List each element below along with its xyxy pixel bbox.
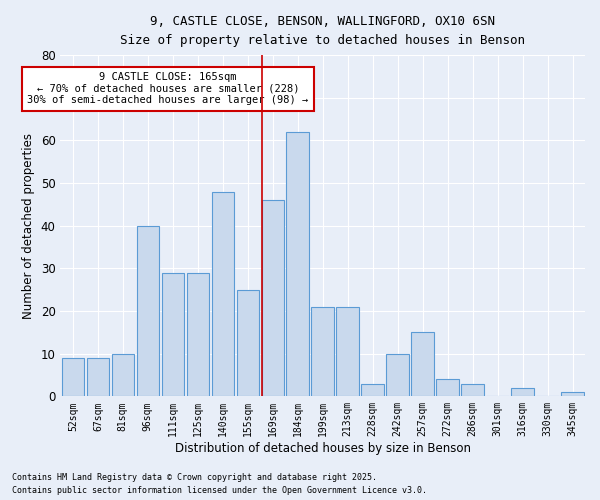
Bar [311, 307, 334, 396]
Text: 9 CASTLE CLOSE: 165sqm
← 70% of detached houses are smaller (228)
30% of semi-de: 9 CASTLE CLOSE: 165sqm ← 70% of detached… [27, 72, 308, 106]
Bar [236, 290, 259, 397]
Y-axis label: Number of detached properties: Number of detached properties [22, 132, 35, 318]
Bar [286, 132, 309, 396]
Bar [461, 384, 484, 396]
X-axis label: Distribution of detached houses by size in Benson: Distribution of detached houses by size … [175, 442, 471, 455]
Bar [412, 332, 434, 396]
Bar [212, 192, 234, 396]
Bar [187, 272, 209, 396]
Bar [337, 307, 359, 396]
Bar [561, 392, 584, 396]
Bar [511, 388, 534, 396]
Bar [112, 354, 134, 397]
Bar [262, 200, 284, 396]
Bar [137, 226, 159, 396]
Text: Contains HM Land Registry data © Crown copyright and database right 2025.
Contai: Contains HM Land Registry data © Crown c… [12, 474, 427, 495]
Bar [361, 384, 384, 396]
Bar [161, 272, 184, 396]
Bar [86, 358, 109, 397]
Bar [436, 380, 459, 396]
Title: 9, CASTLE CLOSE, BENSON, WALLINGFORD, OX10 6SN
Size of property relative to deta: 9, CASTLE CLOSE, BENSON, WALLINGFORD, OX… [120, 15, 525, 47]
Bar [62, 358, 84, 397]
Bar [386, 354, 409, 397]
